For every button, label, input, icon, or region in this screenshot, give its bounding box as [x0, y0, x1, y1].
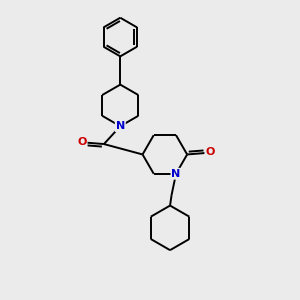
Text: N: N [171, 169, 181, 179]
Text: O: O [206, 147, 215, 157]
Text: N: N [116, 121, 125, 131]
Text: O: O [77, 137, 87, 147]
